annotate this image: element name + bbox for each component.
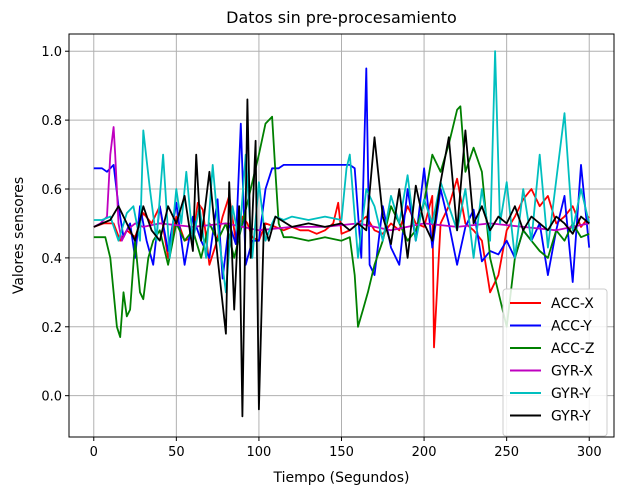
series-line-acc-z	[93, 105, 590, 339]
legend-label: GYR-X	[551, 364, 593, 380]
y-axis-title: Valores sensores	[11, 177, 27, 294]
y-tick-label: 0.8	[41, 114, 62, 129]
legend-label: GYR-Y	[551, 409, 591, 425]
x-axis-ticks: 0 50 100 150 200 250 300	[90, 437, 602, 460]
y-tick-label: 0.6	[41, 183, 62, 198]
legend-label: ACC-X	[551, 296, 594, 312]
x-tick-label: 300	[577, 445, 602, 460]
x-tick-label: 100	[247, 445, 272, 460]
x-axis-title: Tiempo (Segundos)	[273, 470, 410, 486]
x-tick-label: 250	[494, 445, 519, 460]
legend-label: GYR-Y	[551, 386, 591, 402]
y-tick-label: 0.2	[41, 321, 62, 336]
y-tick-label: 0.4	[41, 252, 62, 267]
chart-title: Datos sin pre-procesamiento	[226, 8, 457, 27]
series-line-gyr-y	[93, 50, 591, 294]
legend-label: ACC-Z	[551, 341, 595, 357]
x-tick-label: 150	[329, 445, 354, 460]
y-tick-label: 0.0	[41, 390, 62, 405]
x-tick-label: 50	[168, 445, 185, 460]
x-tick-label: 200	[412, 445, 437, 460]
y-tick-label: 1.0	[41, 45, 62, 60]
x-tick-label: 0	[90, 445, 98, 460]
legend-label: ACC-Y	[551, 319, 592, 335]
series-layer	[93, 50, 591, 418]
legend: ACC-X ACC-Y ACC-Z GYR-X GYR-Y GYR-Y	[502, 288, 608, 437]
y-axis-ticks: 0.0 0.2 0.4 0.6 0.8 1.0	[41, 45, 69, 405]
series-line-gyr-y	[93, 98, 590, 418]
